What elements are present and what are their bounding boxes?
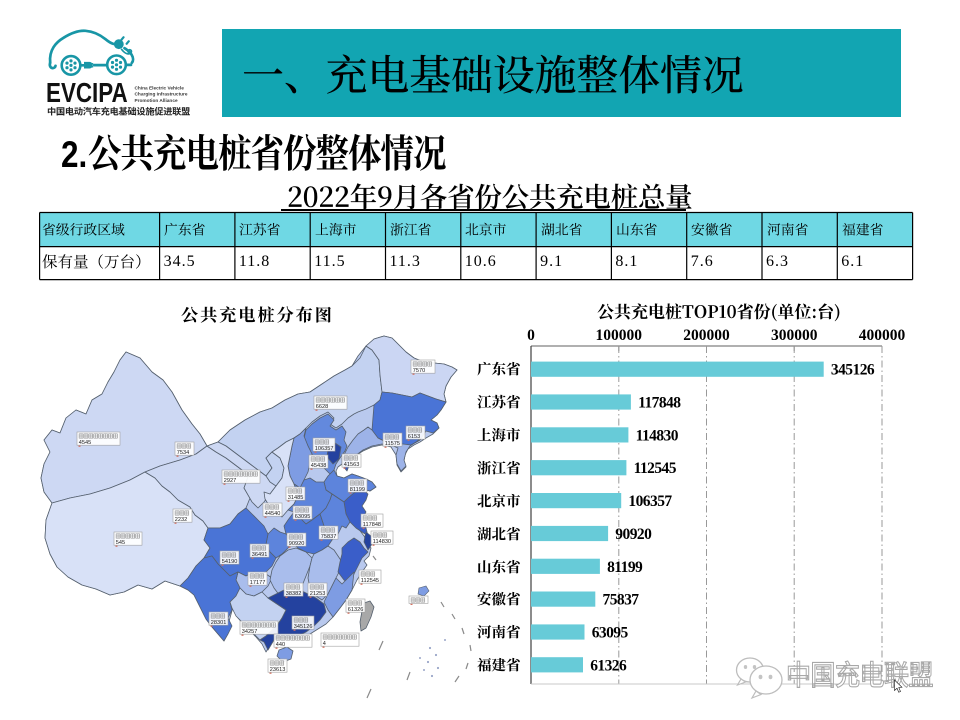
svg-text:200000: 200000 [683, 327, 730, 344]
svg-text:112545: 112545 [634, 460, 677, 477]
svg-text:17177: 17177 [250, 580, 266, 586]
svg-text:China Electric Vehicle: China Electric Vehicle [135, 86, 185, 92]
svg-text:21253: 21253 [310, 591, 326, 597]
svg-text:117848: 117848 [638, 395, 681, 412]
svg-text:61326: 61326 [590, 657, 627, 674]
svg-text:23613: 23613 [270, 667, 286, 673]
svg-text:114830: 114830 [373, 539, 391, 545]
svg-text:300000: 300000 [771, 327, 818, 344]
svg-text:81199: 81199 [607, 559, 643, 576]
svg-text:44540: 44540 [265, 511, 281, 517]
svg-text:545: 545 [116, 540, 125, 546]
svg-text:114830: 114830 [636, 427, 679, 444]
svg-text:34257: 34257 [242, 629, 258, 635]
svg-text:38382: 38382 [286, 591, 302, 597]
svg-text:54190: 54190 [222, 559, 238, 565]
svg-text:75837: 75837 [603, 592, 640, 609]
svg-text:106357: 106357 [315, 446, 334, 452]
svg-text:6628: 6628 [316, 404, 328, 410]
svg-text:2927: 2927 [224, 478, 236, 484]
svg-text:63095: 63095 [295, 514, 311, 520]
svg-text:4: 4 [323, 641, 326, 647]
svg-text:100000: 100000 [596, 327, 643, 344]
svg-text:90920: 90920 [615, 526, 652, 543]
svg-text:28301: 28301 [211, 620, 227, 626]
svg-text:45438: 45438 [311, 463, 327, 469]
svg-text:11575: 11575 [385, 441, 400, 447]
svg-text:117848: 117848 [363, 522, 381, 528]
svg-text:75837: 75837 [321, 534, 337, 540]
svg-text:400000: 400000 [859, 327, 906, 344]
svg-text:6153: 6153 [408, 434, 420, 440]
svg-text:Promotion Alliance: Promotion Alliance [135, 98, 178, 104]
svg-text:31485: 31485 [288, 495, 304, 501]
svg-text:41563: 41563 [344, 462, 360, 468]
svg-text:106357: 106357 [628, 493, 672, 510]
svg-text:61326: 61326 [348, 607, 364, 613]
svg-text:81199: 81199 [350, 487, 365, 493]
svg-text:36491: 36491 [252, 552, 268, 558]
svg-text:7534: 7534 [177, 450, 189, 456]
svg-text:440: 440 [276, 642, 285, 648]
svg-text:112545: 112545 [361, 578, 379, 584]
svg-text:4545: 4545 [79, 440, 91, 446]
svg-text:345126: 345126 [831, 362, 875, 379]
svg-text:63095: 63095 [592, 625, 629, 642]
svg-text:Charging Infrastructure: Charging Infrastructure [135, 92, 188, 98]
svg-text:0: 0 [527, 327, 535, 344]
svg-text:345126: 345126 [294, 624, 313, 630]
svg-text:2232: 2232 [175, 517, 187, 523]
svg-text:90920: 90920 [289, 541, 305, 547]
svg-text:7570: 7570 [413, 368, 425, 374]
